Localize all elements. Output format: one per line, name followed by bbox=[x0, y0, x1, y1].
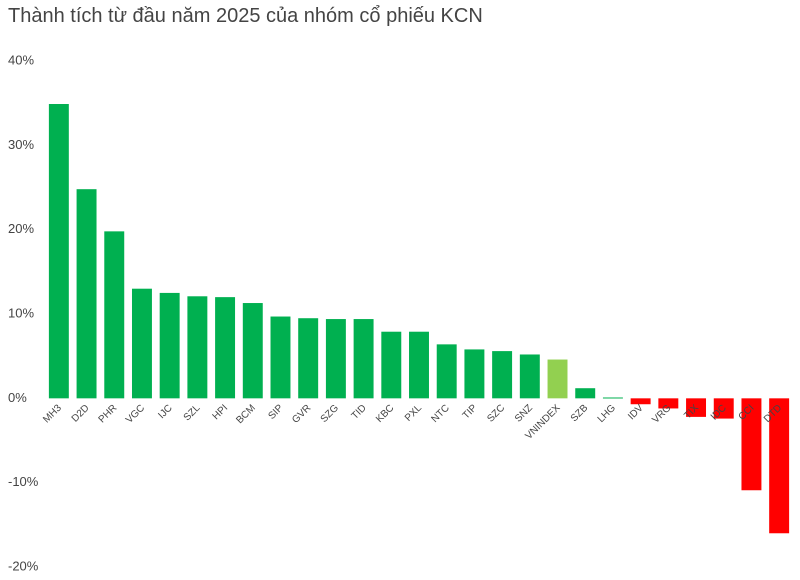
bar bbox=[519, 354, 540, 399]
bar bbox=[298, 318, 319, 399]
x-tick-label: SZC bbox=[485, 403, 507, 425]
bar bbox=[658, 398, 679, 409]
x-tick-label: PXL bbox=[403, 402, 424, 423]
y-tick-label: -20% bbox=[8, 558, 39, 573]
x-tick-label: HPI bbox=[211, 403, 231, 423]
bar bbox=[575, 388, 596, 399]
bar bbox=[131, 288, 152, 399]
bar bbox=[187, 296, 208, 399]
x-tick-label: MH3 bbox=[41, 402, 64, 425]
bar bbox=[436, 344, 457, 399]
bar bbox=[104, 231, 125, 399]
x-tick-label: KBC bbox=[374, 403, 396, 425]
bar bbox=[686, 398, 707, 417]
x-tick-label: SNZ bbox=[513, 403, 535, 425]
x-tick-label: TIP bbox=[461, 402, 480, 421]
bar bbox=[602, 397, 623, 399]
bar bbox=[270, 316, 291, 399]
x-tick-label: SZB bbox=[569, 402, 591, 424]
bar bbox=[48, 104, 69, 399]
y-tick-label: 40% bbox=[8, 52, 34, 67]
bar bbox=[713, 398, 734, 419]
x-tick-label: TID bbox=[350, 403, 369, 422]
x-tick-label: D2D bbox=[70, 403, 92, 425]
bar bbox=[325, 319, 346, 399]
bar bbox=[76, 189, 97, 399]
bar bbox=[353, 319, 374, 399]
y-tick-label: 0% bbox=[8, 390, 27, 405]
chart-title: Thành tích từ đầu năm 2025 của nhóm cổ p… bbox=[8, 5, 483, 27]
bar bbox=[409, 331, 429, 399]
x-tick-label: IDV bbox=[626, 402, 646, 422]
x-tick-label: IJC bbox=[156, 403, 174, 421]
y-tick-label: 20% bbox=[8, 221, 34, 236]
bar bbox=[547, 359, 568, 399]
bar bbox=[769, 398, 790, 534]
bar bbox=[741, 398, 762, 491]
y-tick-label: 30% bbox=[8, 137, 34, 152]
x-tick-label: PHR bbox=[97, 403, 120, 426]
y-tick-label: -10% bbox=[8, 474, 39, 489]
x-tick-label: LHG bbox=[596, 403, 618, 425]
bar bbox=[630, 398, 651, 405]
bar bbox=[159, 292, 180, 399]
x-tick-label: NTC bbox=[430, 403, 452, 425]
x-tick-label: GVR bbox=[290, 403, 313, 426]
x-tick-label: SZL bbox=[182, 402, 203, 423]
y-tick-label: 10% bbox=[8, 305, 34, 320]
bar bbox=[215, 297, 236, 399]
x-tick-label: VGC bbox=[124, 403, 147, 426]
bar bbox=[464, 349, 485, 399]
bar bbox=[381, 331, 402, 399]
bar bbox=[242, 303, 263, 399]
x-tick-label: BCM bbox=[234, 403, 258, 427]
bar bbox=[492, 351, 513, 399]
x-tick-label: SZG bbox=[319, 403, 341, 425]
x-tick-label: SIP bbox=[266, 402, 285, 421]
